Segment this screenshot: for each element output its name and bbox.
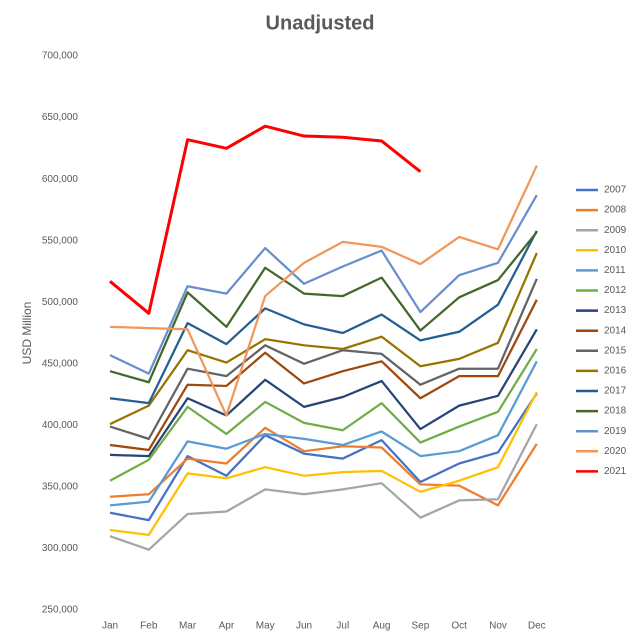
series-line <box>109 391 538 537</box>
y-tick-label: 300,000 <box>42 543 79 554</box>
legend-label: 2010 <box>604 245 627 256</box>
x-tick-label: Aug <box>373 621 391 632</box>
legend-label: 2021 <box>604 466 627 477</box>
x-tick-label: Mar <box>179 621 197 632</box>
series-line <box>109 392 538 522</box>
chart-title: Unadjusted <box>266 12 375 34</box>
x-tick-label: Jan <box>102 621 118 632</box>
legend-label: 2018 <box>604 406 627 417</box>
y-tick-label: 400,000 <box>42 420 79 431</box>
y-tick-label: 350,000 <box>42 482 79 493</box>
legend-label: 2020 <box>604 446 627 457</box>
series-line <box>109 348 538 482</box>
y-tick-label: 550,000 <box>42 235 79 246</box>
series-line <box>109 231 538 384</box>
series-line <box>109 230 538 405</box>
x-tick-label: Nov <box>489 621 507 632</box>
x-tick-label: Oct <box>451 621 467 632</box>
x-tick-label: Feb <box>140 621 158 632</box>
legend-label: 2008 <box>604 205 627 216</box>
x-tick-label: Dec <box>528 621 546 632</box>
series-line <box>109 165 538 417</box>
series-line <box>109 299 538 452</box>
y-tick-label: 700,000 <box>42 51 79 62</box>
series-line <box>109 124 422 315</box>
series-line <box>109 194 538 375</box>
x-tick-label: Jul <box>336 621 349 632</box>
x-tick-label: Jun <box>296 621 312 632</box>
x-tick-label: May <box>256 621 275 632</box>
x-tick-label: Sep <box>412 621 430 632</box>
y-tick-label: 450,000 <box>42 358 79 369</box>
legend-label: 2016 <box>604 366 627 377</box>
y-tick-label: 500,000 <box>42 297 79 308</box>
legend-label: 2017 <box>604 386 627 397</box>
legend-label: 2007 <box>604 185 627 196</box>
series-line <box>109 426 538 507</box>
series-line <box>109 252 538 426</box>
y-tick-label: 250,000 <box>42 605 79 616</box>
y-tick-label: 600,000 <box>42 174 79 185</box>
series-line <box>109 328 538 458</box>
legend-label: 2019 <box>604 426 627 437</box>
x-tick-label: Apr <box>219 621 235 632</box>
series-line <box>109 360 538 507</box>
legend-label: 2011 <box>604 265 626 276</box>
legend-label: 2014 <box>604 325 627 336</box>
y-tick-label: 650,000 <box>42 112 79 123</box>
legend-label: 2015 <box>604 345 627 356</box>
series-line <box>109 423 538 551</box>
y-axis-title: USD Million <box>20 302 34 365</box>
legend-label: 2013 <box>604 305 627 316</box>
series-line <box>109 278 538 441</box>
legend-label: 2009 <box>604 225 627 236</box>
legend-label: 2012 <box>604 285 627 296</box>
